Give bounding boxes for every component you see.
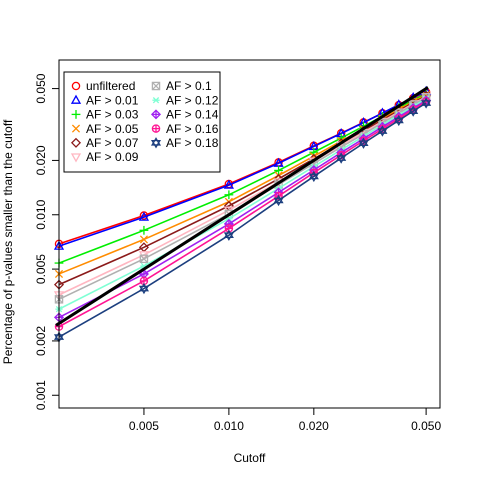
y-tick-label: 0.010 — [34, 199, 48, 229]
legend-item-af-0-05: AF > 0.05 — [71, 122, 139, 136]
data-point-af-0-18 — [273, 194, 284, 207]
legend-item-af-0-14: AF > 0.14 — [150, 108, 219, 122]
legend-marker-unfiltered — [71, 81, 81, 91]
legend-marker-af-0-18 — [150, 137, 162, 149]
data-point-af-0-18 — [393, 114, 404, 127]
legend-item-af-0-09: AF > 0.09 — [70, 150, 139, 164]
legend-marker-af-0-01 — [70, 94, 82, 104]
legend-marker-af-0-1 — [151, 81, 161, 91]
legend-item-af-0-01: AF > 0.01 — [70, 93, 139, 107]
legend-label: AF > 0.03 — [86, 108, 139, 122]
data-point-af-0-18 — [377, 125, 388, 137]
data-point-af-0-18 — [138, 282, 149, 295]
series-line-af-0-18 — [58, 102, 427, 338]
legend-label: AF > 0.14 — [166, 108, 219, 122]
data-point-af-0-18 — [421, 97, 432, 109]
legend-item-af-0-12: AF > 0.12 — [152, 93, 219, 107]
legend-label: AF > 0.1 — [166, 79, 212, 93]
data-point-af-0-1 — [139, 254, 149, 264]
legend-marker-af-0-12 — [152, 97, 160, 104]
data-point-af-0-18 — [336, 152, 347, 164]
data-point-af-0-01 — [138, 211, 150, 221]
legend-item-af-0-16: AF > 0.16 — [151, 122, 219, 136]
y-tick-label: 0.002 — [34, 326, 48, 356]
series-af-0-18 — [53, 97, 432, 343]
legend-marker-af-0-05 — [71, 124, 81, 133]
legend-marker-af-0-07 — [70, 137, 82, 148]
data-point-af-0-03 — [139, 225, 149, 235]
legend-item-af-0-1: AF > 0.1 — [151, 79, 212, 93]
data-point-af-0-01 — [223, 179, 234, 189]
y-axis-title: Percentage of p-values smaller than the … — [1, 119, 15, 364]
x-axis: 0.005 0.010 0.020 0.050 — [129, 407, 441, 433]
legend-label: AF > 0.09 — [86, 150, 139, 164]
identity-reference-line — [55, 86, 429, 327]
x-tick-label: 0.010 — [214, 419, 244, 433]
legend-item-af-0-03: AF > 0.03 — [71, 108, 139, 122]
legend-label: AF > 0.16 — [166, 122, 219, 136]
legend-label: AF > 0.12 — [166, 93, 219, 107]
legend-marker-af-0-03 — [71, 110, 81, 119]
legend-marker-af-0-14 — [150, 109, 162, 120]
data-point-af-0-05 — [139, 235, 149, 244]
y-axis: 0.001 0.002 0.005 0.010 0.020 0.050 — [34, 73, 60, 410]
legend-item-af-0-18: AF > 0.18 — [150, 136, 219, 150]
y-tick-label: 0.001 — [34, 380, 48, 410]
data-point-af-0-18 — [308, 170, 319, 183]
x-tick-label: 0.005 — [129, 419, 159, 433]
x-tick-label: 0.020 — [299, 419, 329, 433]
y-tick-label: 0.020 — [34, 145, 48, 175]
y-tick-label: 0.050 — [34, 73, 48, 103]
x-axis-title: Cutoff — [234, 451, 266, 465]
legend-marker-af-0-09 — [70, 153, 82, 163]
y-tick-label: 0.005 — [34, 254, 48, 284]
legend-item-af-0-07: AF > 0.07 — [70, 136, 139, 150]
data-point-af-0-03 — [274, 166, 283, 175]
data-point-af-0-18 — [358, 137, 369, 149]
legend-marker-af-0-16 — [151, 124, 161, 133]
series-line-af-0-09 — [58, 95, 427, 296]
x-tick-label: 0.050 — [411, 419, 441, 433]
data-point-af-0-03 — [224, 190, 234, 200]
legend-label: unfiltered — [86, 79, 135, 93]
legend-label: AF > 0.01 — [86, 93, 139, 107]
legend-label: AF > 0.05 — [86, 122, 139, 136]
legend-item-unfiltered: unfiltered — [71, 79, 135, 93]
data-point-af-0-18 — [408, 105, 419, 117]
data-point-af-0-18 — [223, 229, 234, 241]
legend-box — [63, 71, 221, 173]
legend-label: AF > 0.18 — [166, 136, 219, 150]
legend-label: AF > 0.07 — [86, 136, 139, 150]
